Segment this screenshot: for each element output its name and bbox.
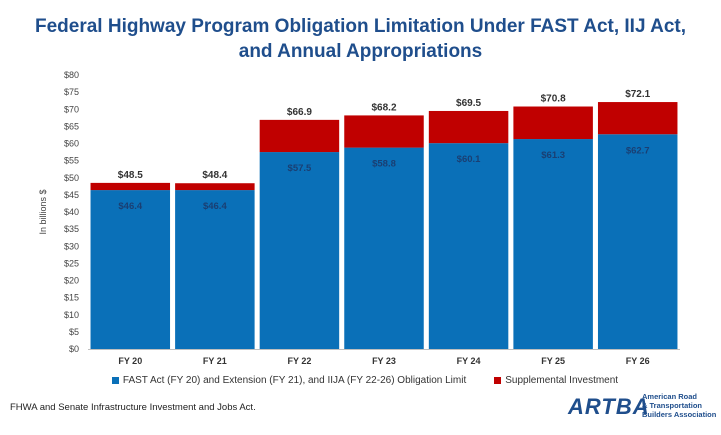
data-label-total: $72.1 bbox=[625, 89, 650, 100]
y-tick-label: $55 bbox=[64, 156, 79, 166]
x-tick-label: FY 23 bbox=[372, 356, 396, 366]
bar-segment-base bbox=[259, 152, 340, 349]
artba-logo: ARTBA American Road & Transportation Bui… bbox=[568, 390, 718, 430]
chart-title: Federal Highway Program Obligation Limit… bbox=[0, 14, 721, 64]
bar-segment-supplemental bbox=[259, 119, 340, 153]
logo-mark: ARTBA bbox=[568, 394, 650, 419]
legend: FAST Act (FY 20) and Extension (FY 21), … bbox=[95, 375, 635, 386]
x-tick-label: FY 22 bbox=[287, 356, 311, 366]
y-tick-label: $40 bbox=[64, 207, 79, 217]
data-label-total: $48.5 bbox=[118, 170, 143, 181]
legend-swatch-supplemental bbox=[494, 377, 502, 384]
y-tick-label: $70 bbox=[64, 104, 79, 114]
data-label-base: $60.1 bbox=[457, 154, 481, 165]
y-tick-label: $65 bbox=[64, 121, 79, 131]
data-label-base: $46.4 bbox=[118, 201, 142, 212]
chart-title-line-2: and Annual Appropriations bbox=[238, 41, 483, 62]
bar-segment-supplemental bbox=[428, 110, 509, 144]
logo-text: American Road & Transportation Builders … bbox=[642, 392, 717, 419]
data-label-base: $57.5 bbox=[288, 163, 312, 174]
y-tick-label: $25 bbox=[64, 258, 79, 268]
x-tick-label: FY 20 bbox=[118, 356, 142, 366]
x-axis-ticks: FY 20 FY 21 FY 22 FY 23 FY 24 FY 25 FY 26 bbox=[118, 356, 649, 366]
bar-segment-base bbox=[428, 143, 509, 349]
x-tick-label: FY 21 bbox=[203, 356, 227, 366]
bar-segment-base bbox=[344, 147, 424, 349]
y-tick-label: $0 bbox=[69, 344, 79, 354]
y-tick-label: $5 bbox=[69, 327, 79, 337]
bar-segment-supplemental bbox=[344, 115, 424, 148]
data-label-total: $48.4 bbox=[202, 170, 227, 181]
chart-title-line-1: Federal Highway Program Obligation Limit… bbox=[34, 16, 686, 37]
data-label-base: $61.3 bbox=[541, 150, 565, 161]
x-tick-label: FY 25 bbox=[541, 356, 565, 366]
y-tick-label: $15 bbox=[64, 293, 79, 303]
bar-segment-base bbox=[597, 134, 678, 349]
y-tick-label: $30 bbox=[64, 241, 79, 251]
data-label-base: $58.8 bbox=[372, 159, 396, 170]
legend-label-base: FAST Act (FY 20) and Extension (FY 21), … bbox=[122, 375, 467, 386]
data-label-total: $68.2 bbox=[371, 102, 396, 113]
bar-segment-supplemental bbox=[90, 182, 171, 191]
data-label-base: $62.7 bbox=[626, 145, 650, 156]
y-tick-label: $75 bbox=[64, 87, 79, 97]
data-label-total: $66.9 bbox=[287, 107, 312, 118]
x-tick-label: FY 26 bbox=[626, 356, 650, 366]
data-labels: $46.4 $48.5 $46.4 $48.4 $57.5 $66.9 $58.8 $68.2… bbox=[118, 89, 651, 212]
y-tick-label: $50 bbox=[64, 173, 79, 183]
source-note: FHWA and Senate Infrastructure Investmen… bbox=[10, 402, 256, 413]
legend-swatch-base bbox=[111, 377, 119, 384]
bar-segment-base bbox=[90, 190, 171, 349]
bars bbox=[90, 102, 678, 349]
y-axis-ticks: $0 $5 $10 $15 $20 $25 $30 $35 $40 $45 $50 $55 $60 $65… bbox=[64, 70, 79, 354]
legend-item-base: FAST Act (FY 20) and Extension (FY 21), … bbox=[111, 375, 467, 386]
y-tick-label: $45 bbox=[64, 190, 79, 200]
y-tick-label: $10 bbox=[64, 310, 79, 320]
bar-segment-supplemental bbox=[175, 183, 255, 191]
y-tick-label: $60 bbox=[64, 139, 79, 149]
chart-plot: In billions $ $0$5$10$15$20$25$30$35$40$… bbox=[38, 70, 680, 366]
data-label-base: $46.4 bbox=[203, 201, 227, 212]
data-label-total: $70.8 bbox=[541, 94, 566, 105]
bar-segment-supplemental bbox=[597, 102, 678, 135]
y-tick-label: $20 bbox=[64, 276, 79, 286]
bar-segment-base bbox=[513, 139, 593, 349]
legend-label-supplemental: Supplemental Investment bbox=[505, 375, 619, 386]
data-label-total: $69.5 bbox=[456, 98, 481, 109]
bar-segment-base bbox=[175, 190, 255, 349]
y-tick-label: $80 bbox=[64, 70, 79, 80]
y-tick-label: $35 bbox=[64, 224, 79, 234]
x-tick-label: FY 24 bbox=[457, 356, 481, 366]
bar-segment-supplemental bbox=[513, 106, 593, 140]
y-axis-label: In billions $ bbox=[38, 189, 48, 234]
legend-item-supplemental: Supplemental Investment bbox=[494, 375, 618, 386]
